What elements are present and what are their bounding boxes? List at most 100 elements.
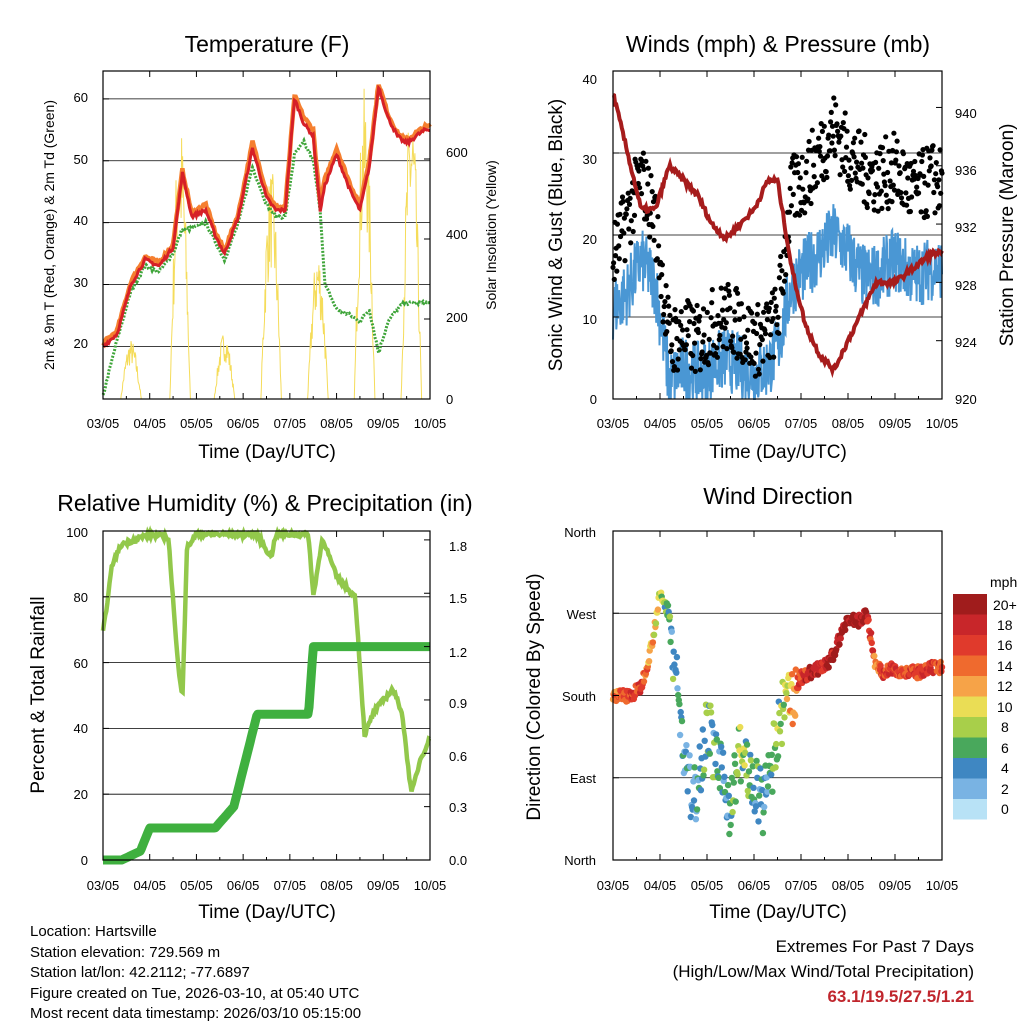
gust-point xyxy=(669,359,676,365)
x-tick-label: 03/05 xyxy=(597,878,630,893)
direction-point xyxy=(669,675,677,683)
gust-point xyxy=(692,340,698,346)
temperature-y-label: 2m & 9m T (Red, Orange) & 2m Td (Green) xyxy=(41,100,57,370)
gust-point xyxy=(918,209,924,215)
solar-insolation-line xyxy=(120,341,142,400)
gust-point xyxy=(835,128,841,134)
gust-point xyxy=(931,189,937,196)
gust-point xyxy=(697,367,703,373)
gust-point xyxy=(887,178,893,184)
direction-point xyxy=(778,740,786,748)
gust-point xyxy=(816,135,822,141)
gust-point xyxy=(658,293,664,300)
humidity-plot-area xyxy=(99,525,434,865)
direction-point xyxy=(707,702,714,709)
gust-point xyxy=(889,199,895,205)
gust-point xyxy=(752,320,758,326)
legend-label: 16 xyxy=(997,637,1013,653)
winds-y-ticks: 0 10 20 30 40 xyxy=(583,72,597,407)
gust-point xyxy=(741,314,747,320)
x-tick-label: 08/05 xyxy=(320,416,353,431)
x-tick-label: 10/05 xyxy=(926,416,959,431)
gust-point xyxy=(885,169,891,176)
gust-point xyxy=(751,360,757,366)
gust-point xyxy=(927,155,933,161)
direction-point xyxy=(706,750,713,757)
recent-timestamp-text: Most recent data timestamp: 2026/03/10 0… xyxy=(30,1005,362,1022)
gust-point xyxy=(635,180,641,187)
gust-point xyxy=(649,189,655,195)
direction-point xyxy=(732,798,739,805)
winds-y-label: Sonic Wind & Gust (Blue, Black) xyxy=(546,99,567,371)
gust-point xyxy=(709,287,715,293)
direction-point xyxy=(721,773,728,780)
direction-point xyxy=(771,720,778,727)
latlon-text: Station lat/lon: 42.2112; -77.6897 xyxy=(30,964,250,981)
gust-point xyxy=(874,184,881,190)
gust-point xyxy=(723,320,729,326)
winds-y2-tick: 924 xyxy=(955,335,977,350)
gust-point xyxy=(919,158,925,165)
gust-point xyxy=(655,214,661,220)
legend-label: 2 xyxy=(1001,781,1009,797)
x-tick-label: 09/05 xyxy=(879,416,912,431)
extremes-title: Extremes For Past 7 Days xyxy=(775,937,974,956)
gust-point xyxy=(614,221,621,227)
gust-point xyxy=(776,330,782,336)
gust-point xyxy=(643,158,649,164)
direction-point xyxy=(737,723,744,731)
gust-point xyxy=(671,364,678,370)
humidity-y-tick: 40 xyxy=(74,721,88,736)
direction-point xyxy=(764,783,772,790)
x-tick-label: 05/05 xyxy=(180,878,213,893)
gust-point xyxy=(678,309,684,315)
gust-point xyxy=(882,183,888,189)
direction-point xyxy=(750,784,757,791)
direction-point xyxy=(677,708,684,716)
direction-point xyxy=(673,653,681,661)
x-tick-label: 06/05 xyxy=(738,878,771,893)
gust-point xyxy=(690,308,697,314)
gust-point xyxy=(845,173,852,179)
gust-point xyxy=(736,316,743,322)
x-tick-label: 03/05 xyxy=(87,416,120,431)
gust-point xyxy=(724,346,730,352)
winds-frame xyxy=(612,70,943,400)
legend-swatch xyxy=(953,676,987,697)
gust-point xyxy=(811,162,817,168)
direction-point xyxy=(752,803,760,810)
gust-point xyxy=(706,336,712,342)
gust-point xyxy=(773,308,779,314)
direction-point xyxy=(690,797,698,804)
gust-point xyxy=(683,304,689,311)
gust-point xyxy=(668,348,674,354)
gust-point xyxy=(682,347,688,353)
direction-point xyxy=(640,678,648,685)
gust-point xyxy=(878,188,884,194)
direction-y-tick: West xyxy=(567,607,597,622)
gust-point xyxy=(921,173,927,179)
direction-point xyxy=(676,731,684,739)
direction-point xyxy=(768,751,775,758)
gust-point xyxy=(617,211,623,217)
temperature-y2-tick: 400 xyxy=(446,227,468,242)
winds-y2-tick: 920 xyxy=(955,392,977,407)
gust-point xyxy=(698,356,704,362)
gust-point xyxy=(795,169,801,176)
direction-point xyxy=(675,691,682,699)
gust-point xyxy=(755,366,762,372)
gust-point xyxy=(827,148,833,154)
direction-point xyxy=(707,709,715,716)
humidity-y-tick: 100 xyxy=(66,525,88,540)
gust-point xyxy=(905,175,911,181)
gust-point xyxy=(829,140,835,146)
temperature-y-tick: 40 xyxy=(74,213,88,228)
gust-point xyxy=(616,256,622,262)
direction-point xyxy=(759,786,766,794)
temperature-y2-tick: 200 xyxy=(446,310,468,325)
gust-point xyxy=(848,177,855,183)
direction-point xyxy=(757,765,764,772)
gust-point xyxy=(623,211,629,217)
elevation-text: Station elevation: 729.569 m xyxy=(30,943,221,961)
direction-point xyxy=(792,666,799,673)
